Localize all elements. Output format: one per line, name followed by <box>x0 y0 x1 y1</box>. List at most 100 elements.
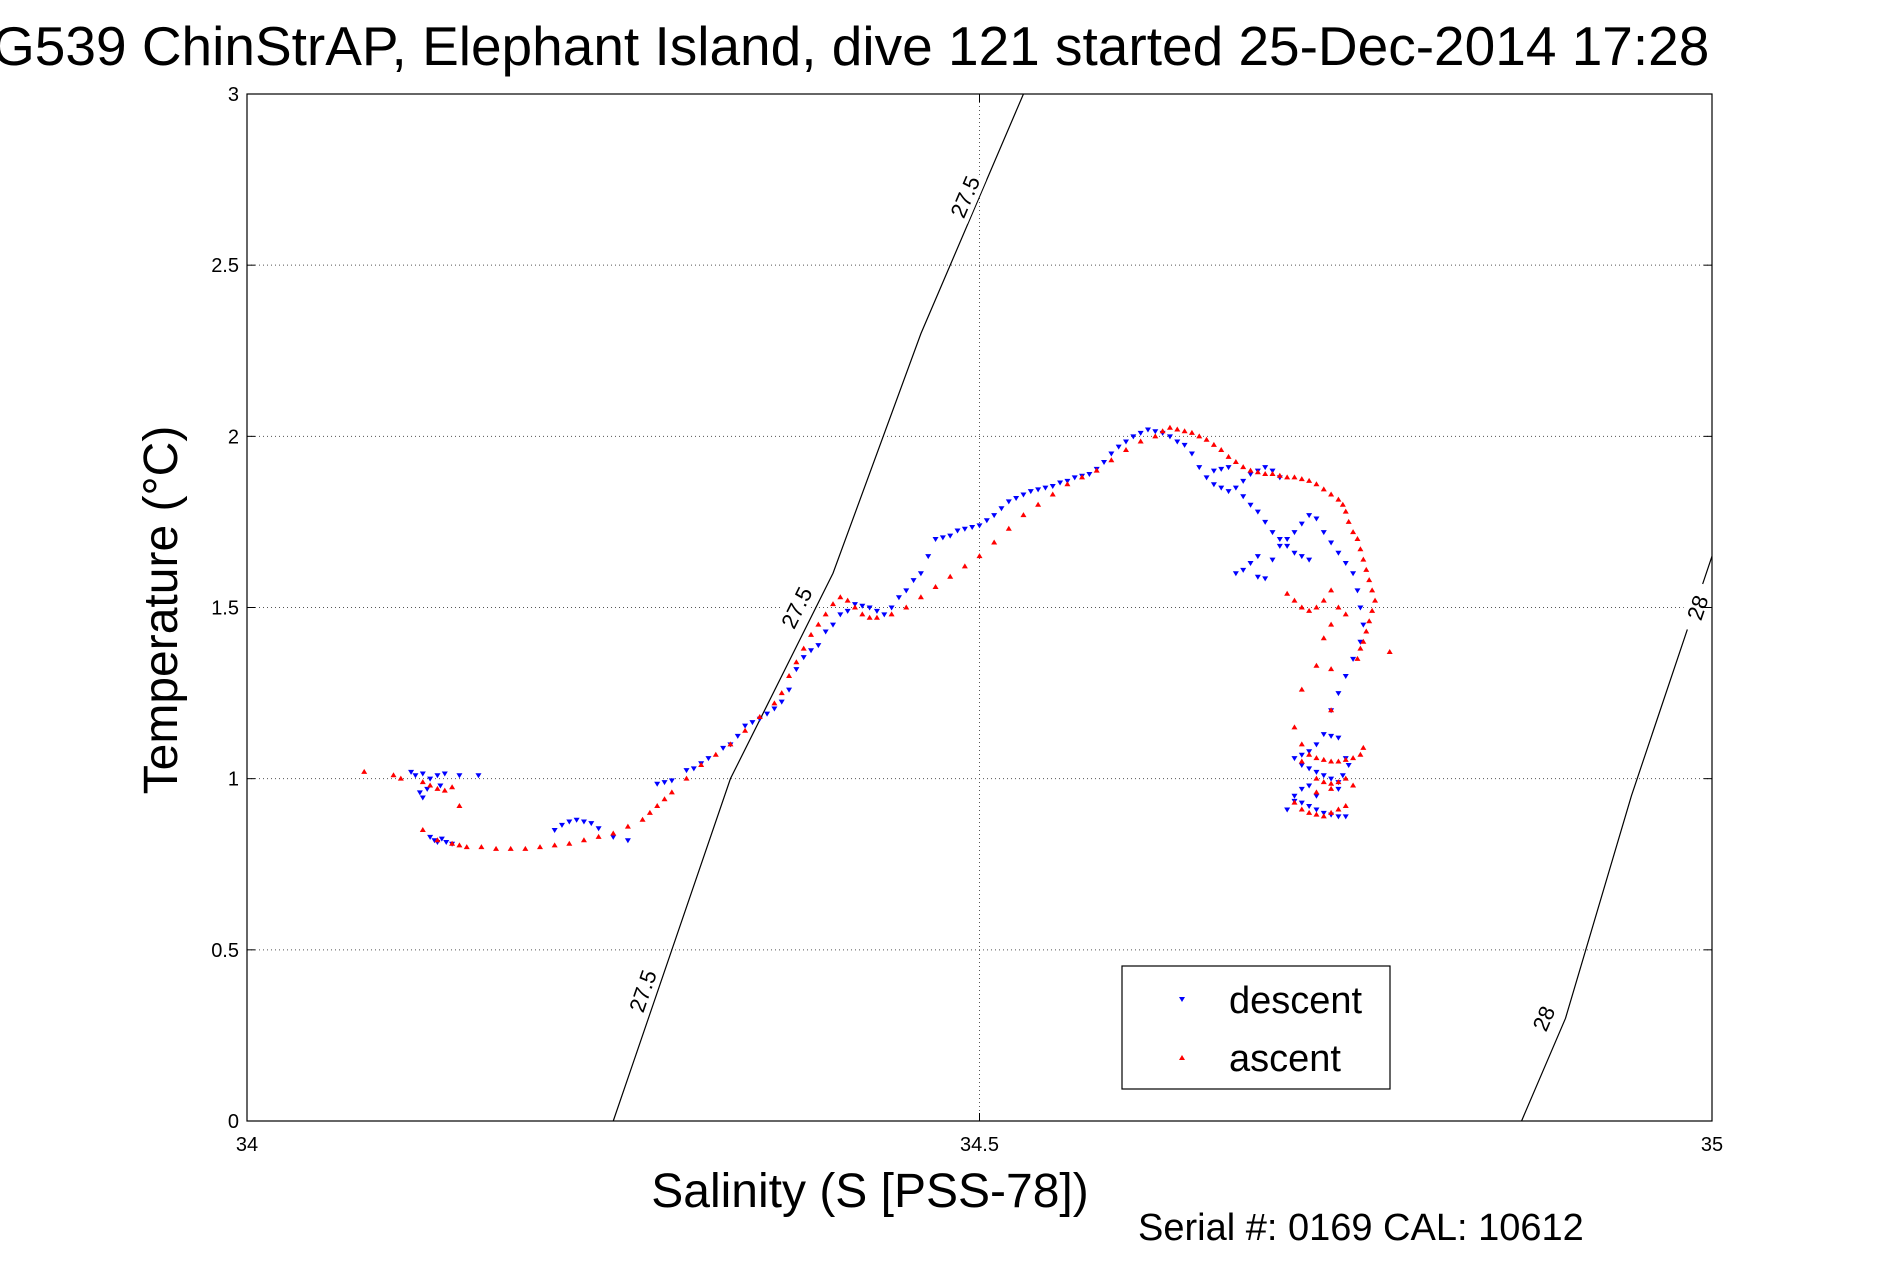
descent-point <box>1232 485 1239 491</box>
descent-point <box>1108 451 1115 457</box>
ascent-point <box>1093 467 1100 473</box>
ascent-point <box>661 796 668 802</box>
ascent-point <box>1291 724 1298 730</box>
ascent-point <box>522 845 529 851</box>
ascent-point <box>397 775 404 781</box>
ascent-point <box>1240 464 1247 470</box>
descent-point <box>866 605 873 611</box>
ascent-point <box>668 789 675 795</box>
ascent-point <box>1342 775 1349 781</box>
y-tick-label: 0 <box>228 1111 239 1133</box>
descent-point <box>1328 776 1335 782</box>
descent-point <box>551 828 558 834</box>
ascent-point <box>1306 751 1313 757</box>
x-axis-label: Salinity (S [PSS-78]) <box>651 1165 1088 1218</box>
descent-point <box>1101 460 1108 466</box>
ascent-point <box>837 594 844 600</box>
descent-point <box>961 526 968 532</box>
descent-point <box>1152 429 1159 435</box>
ascent-point <box>1350 529 1357 535</box>
descent-point <box>1232 571 1239 577</box>
descent-point <box>1298 800 1305 806</box>
descent-point <box>1247 471 1254 477</box>
descent-point <box>1342 560 1349 566</box>
descent-point <box>1335 550 1342 556</box>
descent-point <box>1254 509 1261 515</box>
descent-point <box>1049 483 1056 489</box>
descent-point <box>1262 576 1269 582</box>
ascent-point <box>1320 756 1327 762</box>
descent-point <box>438 836 445 842</box>
descent-point <box>1350 656 1357 662</box>
descent-point <box>412 773 419 779</box>
ascent-point <box>1035 501 1042 507</box>
descent-point <box>786 687 793 693</box>
ascent-point <box>844 597 851 603</box>
ascent-point <box>551 842 558 848</box>
ascent-point <box>1298 758 1305 764</box>
descent-point <box>1276 537 1283 543</box>
ascent-point <box>1369 587 1376 593</box>
descent-point <box>1357 639 1364 645</box>
ascent-point <box>859 611 866 617</box>
ascent-point <box>1181 428 1188 434</box>
ascent-point <box>1335 806 1342 812</box>
descent-point <box>1218 466 1225 472</box>
ascent-point <box>1298 741 1305 747</box>
ascent-point <box>1328 587 1335 593</box>
descent-point <box>1005 499 1012 505</box>
ascent-point <box>1320 635 1327 641</box>
ascent-point <box>1328 666 1335 672</box>
ascent-point <box>419 827 426 833</box>
axis-ticks: 34 34.5 35 0 0.5 1 1.5 2 2.5 3 <box>211 84 1723 1156</box>
ascent-point <box>1342 611 1349 617</box>
descent-point <box>1196 465 1203 471</box>
descent-point <box>815 643 822 649</box>
ascent-point <box>1360 638 1367 644</box>
ascent-point <box>1188 429 1195 435</box>
ascent-point <box>654 803 661 809</box>
ascent-point <box>434 785 441 791</box>
descent-point <box>1354 588 1361 594</box>
ascent-point <box>1360 556 1367 562</box>
descent-point <box>903 588 910 594</box>
ascent-point <box>1306 477 1313 483</box>
descent-point <box>1130 434 1137 440</box>
descent-point <box>1210 482 1217 488</box>
descent-point <box>837 612 844 618</box>
descent-point <box>1298 521 1305 527</box>
descent-point <box>661 780 668 786</box>
descent-point <box>1240 494 1247 500</box>
serial-footer: Serial #: 0169 CAL: 10612 <box>1138 1207 1584 1249</box>
descent-point <box>1115 444 1122 450</box>
ascent-point <box>1350 782 1357 788</box>
descent-point <box>1203 475 1210 481</box>
ascent-point <box>390 772 397 778</box>
descent-point <box>873 608 880 614</box>
ascent-point <box>1210 441 1217 447</box>
ascent-point <box>463 844 470 850</box>
descent-point <box>654 781 661 787</box>
descent-point <box>427 776 434 782</box>
descent-point <box>1254 574 1261 580</box>
ascent-point <box>1269 470 1276 476</box>
descent-point <box>1306 557 1313 563</box>
ascent-point <box>1363 628 1370 634</box>
y-tick-label: 1 <box>228 769 239 791</box>
descent-point <box>1339 773 1346 779</box>
descent-point <box>588 821 595 827</box>
descent-point <box>1306 766 1313 772</box>
x-tick-label: 34.5 <box>960 1134 999 1156</box>
ascent-point <box>1225 453 1232 459</box>
ascent-point <box>1174 426 1181 432</box>
ascent-point <box>1328 758 1335 764</box>
ascent-point <box>1298 604 1305 610</box>
ascent-point <box>727 741 734 747</box>
descent-point <box>1210 468 1217 474</box>
y-tick-label: 2.5 <box>211 255 239 277</box>
ascent-point <box>1339 501 1346 507</box>
descent-point <box>1144 427 1151 433</box>
descent-point <box>1057 480 1064 486</box>
descent-point <box>859 603 866 609</box>
ascent-point <box>1108 457 1115 463</box>
